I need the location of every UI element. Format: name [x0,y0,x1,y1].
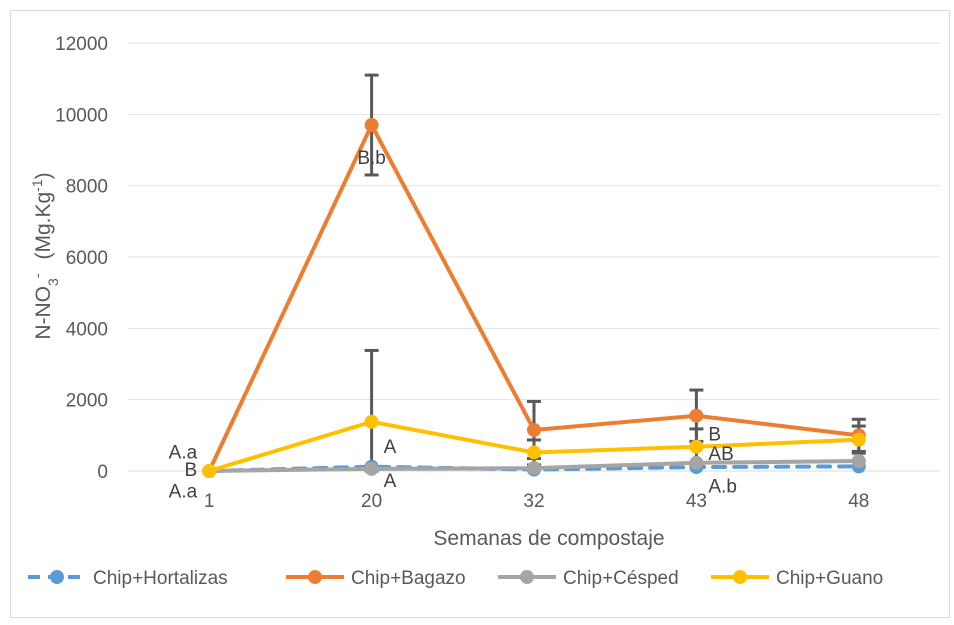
data-point-chip-c-sped [851,454,866,469]
legend-marker-chip-c-sped [520,570,534,584]
chart-frame [10,10,950,618]
legend-label-chip-guano: Chip+Guano [776,568,883,589]
data-point-chip-guano [202,464,217,478]
annotation-label: A.a [169,442,198,463]
y-axis-title-unit-sup: -1 [29,179,45,192]
y-tick-label: 8000 [66,177,108,198]
x-axis-ticks: 1 20 32 43 48 [204,491,869,512]
annotation-label: B [185,460,198,481]
error-bars [364,73,866,473]
annotation-label: A.b [708,476,737,497]
y-tick-label: 6000 [66,248,108,269]
x-tick-label: 43 [686,491,707,512]
x-axis-title: Semanas de compostaje [433,527,664,550]
series-markers [202,118,866,478]
annotation-label: A [384,437,397,458]
legend-marker-chip-guano [733,570,747,584]
annotation-label: B.b [357,148,386,169]
data-point-chip-guano [851,432,866,447]
y-axis-title-unit-post: ) [32,172,55,179]
y-tick-label: 0 [97,462,108,483]
data-point-chip-bagazo [364,118,379,133]
legend-marker-chip-bagazo [308,570,322,584]
annotation-label: A [384,471,397,492]
data-point-chip-bagazo [527,422,541,437]
x-tick-label: 20 [361,491,382,512]
y-tick-label: 10000 [55,105,108,126]
y-axis-title: N-NO3- (Mg.Kg-1) [29,172,61,339]
y-axis-title-unit-pre: (Mg.Kg [32,192,55,260]
data-point-chip-guano [364,414,379,429]
data-point-chip-c-sped [527,461,541,476]
y-tick-label: 4000 [66,319,108,340]
y-axis-title-sub: 3 [45,278,61,286]
data-point-chip-c-sped [364,461,379,476]
data-point-chip-guano [527,445,541,460]
x-tick-label: 1 [204,491,215,512]
data-point-chip-guano [689,439,704,454]
y-axis-ticks: 0 2000 4000 6000 8000 10000 12000 [55,34,108,483]
annotation-label: A.a [169,482,198,503]
legend-label-chip-c-sped: Chip+Césped [563,568,679,589]
annotation-label: B [708,425,721,446]
legend-label-chip-hortalizas: Chip+Hortalizas [93,568,228,589]
annotation-label: AB [708,444,733,465]
data-point-chip-bagazo [689,408,704,423]
x-tick-label: 48 [848,491,869,512]
legend-label-chip-bagazo: Chip+Bagazo [351,568,466,589]
x-tick-label: 32 [523,491,544,512]
y-tick-label: 12000 [55,34,108,55]
y-tick-label: 2000 [66,391,108,412]
y-axis-title-base: N-NO [32,286,55,340]
legend: Chip+Hortalizas Chip+Bagazo Chip+Césped Chi… [28,568,883,589]
y-axis-title-sup: - [29,273,45,278]
data-point-chip-c-sped [689,455,704,470]
legend-marker-chip-hortalizas [50,570,64,584]
